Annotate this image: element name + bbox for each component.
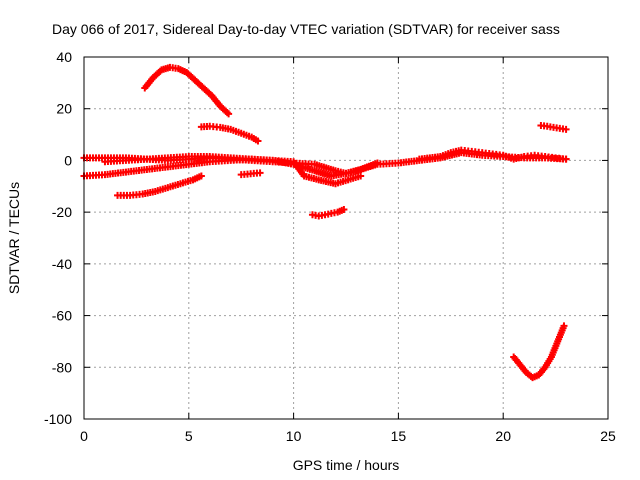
y-tick-label: -60 <box>52 308 72 324</box>
data-point <box>254 137 262 145</box>
grid-lines <box>84 57 608 419</box>
series-arc-short-low <box>308 206 348 220</box>
series-arc-low-left <box>114 172 205 199</box>
series-arc-short-mid <box>237 169 264 179</box>
series-arc-main-3 <box>101 153 365 188</box>
data-point <box>357 172 365 180</box>
y-tick-label: -20 <box>52 204 72 220</box>
y-tick-label: -100 <box>44 411 72 427</box>
series-arc-hump <box>141 63 233 118</box>
axis-ticks: 0 5 10 15 20 25 -100 -80 -60 -40 -20 0 20 40 <box>44 49 616 444</box>
y-tick-label: 0 <box>64 152 72 168</box>
x-tick-label: 25 <box>600 428 616 444</box>
y-tick-label: -40 <box>52 256 72 272</box>
x-tick-label: 10 <box>286 428 302 444</box>
series-arc-dip <box>510 322 568 382</box>
series-arc-short-right <box>537 122 570 133</box>
data-point <box>373 159 381 167</box>
y-tick-label: 20 <box>56 101 72 117</box>
y-axis-label: SDTVAR / TECUs <box>6 182 22 294</box>
chart-title: Day 066 of 2017, Sidereal Day-to-day VTE… <box>52 21 560 37</box>
x-tick-label: 0 <box>80 428 88 444</box>
plot-frame <box>83 56 609 420</box>
data-point <box>197 172 205 180</box>
data-point <box>562 155 570 163</box>
data-point <box>225 110 233 118</box>
data-point <box>256 169 264 177</box>
y-tick-label: -80 <box>52 359 72 375</box>
x-tick-label: 20 <box>495 428 511 444</box>
data-point <box>562 125 570 133</box>
series-arc-upper-mid <box>197 122 262 145</box>
data-points <box>80 63 570 382</box>
data-point <box>340 206 348 214</box>
x-tick-label: 5 <box>185 428 193 444</box>
y-tick-label: 40 <box>56 49 72 65</box>
x-axis-label: GPS time / hours <box>293 457 400 473</box>
x-tick-label: 15 <box>391 428 407 444</box>
data-point <box>560 322 568 330</box>
series-arc-main-4 <box>415 146 570 163</box>
